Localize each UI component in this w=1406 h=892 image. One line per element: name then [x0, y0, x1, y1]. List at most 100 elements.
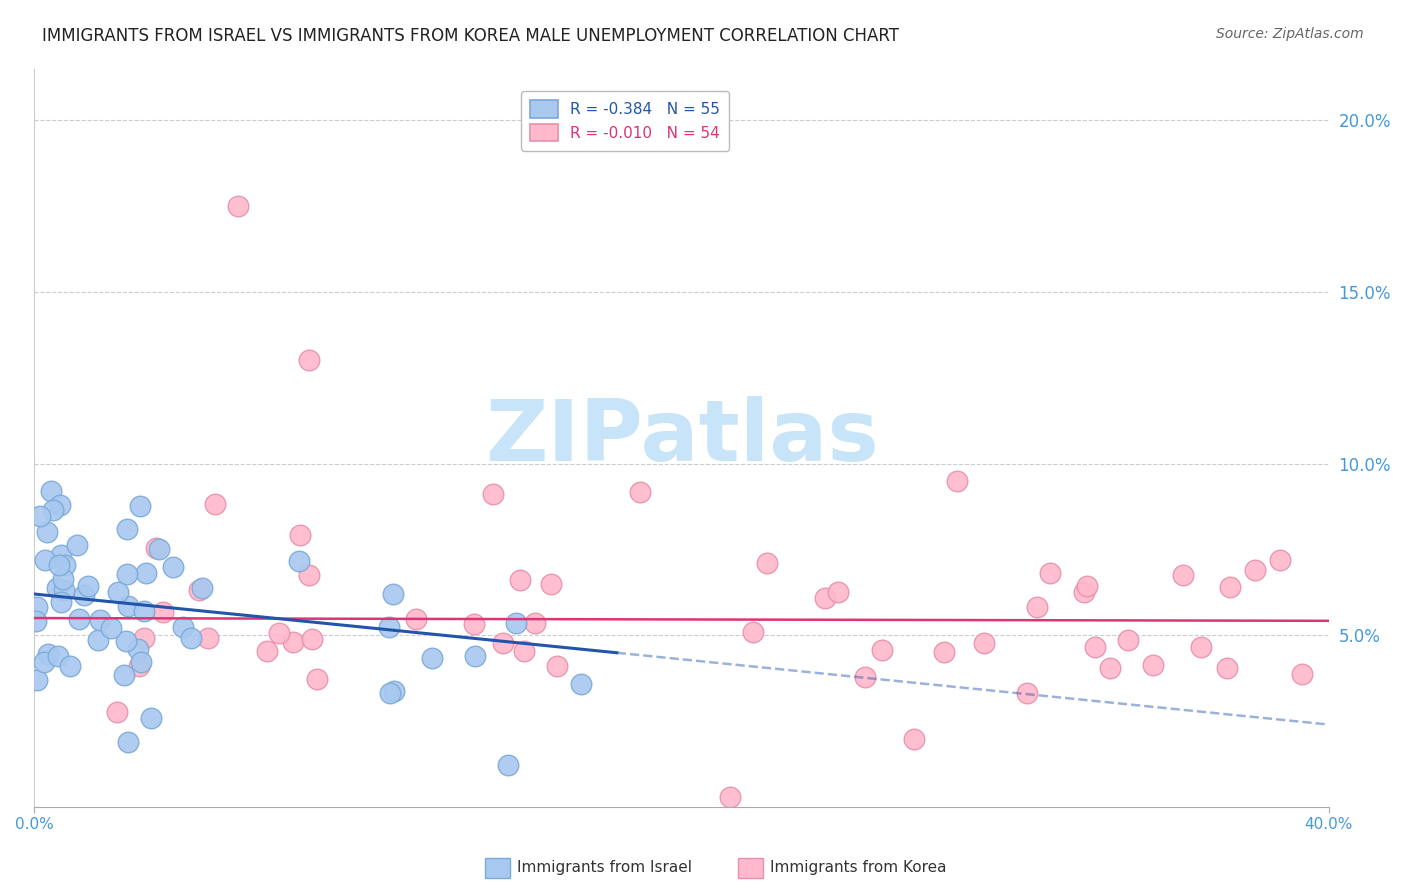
Point	[107, 585, 129, 599]
Point	[34, 553, 56, 567]
Point	[117, 599, 139, 613]
Point	[28, 508, 51, 523]
Point	[1017, 686, 1039, 700]
Point	[51, 595, 73, 609]
Point	[77, 579, 100, 593]
Point	[59, 658, 82, 673]
Point	[287, 554, 309, 568]
Point	[42, 503, 65, 517]
Point	[1270, 552, 1292, 566]
Point	[405, 612, 427, 626]
Point	[741, 625, 763, 640]
Point	[256, 644, 278, 658]
Point	[115, 567, 138, 582]
Point	[482, 487, 505, 501]
Point	[152, 605, 174, 619]
Point	[105, 705, 128, 719]
Text: Immigrants from Korea: Immigrants from Korea	[770, 861, 948, 875]
Point	[381, 587, 404, 601]
Point	[569, 676, 592, 690]
Point	[115, 523, 138, 537]
Point	[145, 541, 167, 555]
Point	[162, 560, 184, 574]
Point	[464, 649, 486, 664]
Point	[463, 617, 485, 632]
Point	[53, 558, 76, 572]
Text: ZIPatlas: ZIPatlas	[485, 396, 879, 479]
Point	[288, 528, 311, 542]
Point	[1073, 584, 1095, 599]
Point	[46, 648, 69, 663]
Point	[378, 619, 401, 633]
Text: Source: ZipAtlas.com: Source: ZipAtlas.com	[1216, 27, 1364, 41]
Point	[1076, 578, 1098, 592]
Point	[49, 498, 72, 512]
Point	[378, 685, 401, 699]
Point	[226, 199, 249, 213]
Point	[1219, 580, 1241, 594]
Point	[67, 612, 90, 626]
Point	[39, 483, 62, 498]
Point	[37, 647, 59, 661]
Point	[870, 642, 893, 657]
Point	[513, 644, 536, 658]
Point	[298, 353, 321, 368]
Point	[755, 556, 778, 570]
Point	[100, 621, 122, 635]
Point	[86, 632, 108, 647]
Point	[855, 670, 877, 684]
Point	[1291, 666, 1313, 681]
Point	[112, 667, 135, 681]
Point	[496, 758, 519, 772]
Text: Immigrants from Israel: Immigrants from Israel	[517, 861, 692, 875]
Point	[132, 604, 155, 618]
Point	[25, 600, 48, 615]
Point	[1216, 661, 1239, 675]
Point	[492, 636, 515, 650]
Point	[25, 614, 48, 628]
Point	[188, 583, 211, 598]
Point	[197, 632, 219, 646]
Point	[814, 591, 837, 605]
Point	[281, 634, 304, 648]
Point	[129, 499, 152, 513]
Point	[505, 616, 527, 631]
Point	[524, 615, 547, 630]
Point	[932, 645, 955, 659]
Point	[132, 631, 155, 645]
Point	[269, 626, 291, 640]
Point	[135, 566, 157, 580]
Point	[718, 789, 741, 804]
Point	[139, 710, 162, 724]
Point	[129, 655, 152, 669]
Point	[509, 573, 531, 587]
Point	[1084, 640, 1107, 655]
Point	[382, 684, 405, 698]
Point	[172, 620, 194, 634]
Point	[628, 485, 651, 500]
Point	[66, 538, 89, 552]
Point	[191, 581, 214, 595]
Point	[52, 572, 75, 586]
Point	[1244, 563, 1267, 577]
Point	[1099, 661, 1122, 675]
Point	[305, 673, 328, 687]
Point	[127, 641, 149, 656]
Point	[298, 567, 321, 582]
Point	[48, 558, 70, 573]
Point	[53, 582, 76, 597]
Point	[1039, 566, 1062, 580]
Point	[540, 577, 562, 591]
Point	[35, 525, 58, 540]
Point	[827, 584, 849, 599]
Point	[51, 548, 73, 562]
Point	[45, 581, 67, 595]
Point	[180, 631, 202, 645]
Point	[204, 497, 226, 511]
Point	[1189, 640, 1212, 654]
Point	[903, 731, 925, 746]
Point	[1026, 600, 1049, 615]
Point	[420, 651, 443, 665]
Point	[117, 735, 139, 749]
Point	[301, 632, 323, 647]
